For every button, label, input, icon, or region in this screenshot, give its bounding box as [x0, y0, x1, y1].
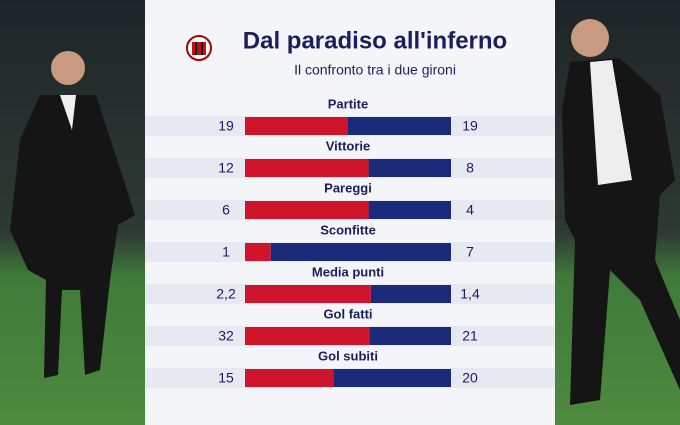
- bar-right: [270, 243, 451, 261]
- bar-left: [245, 369, 334, 387]
- chart-title: Dal paradiso all'inferno: [243, 27, 507, 54]
- bar-left: [245, 201, 369, 219]
- value-label-left: 19: [218, 118, 234, 134]
- category-label: Media punti: [312, 264, 384, 279]
- value-label-left: 15: [218, 370, 234, 386]
- bar-right: [368, 201, 451, 219]
- value-label-right: 4: [466, 202, 474, 218]
- value-label-left: 2,2: [216, 286, 236, 302]
- bar-left: [245, 117, 348, 135]
- category-label: Partite: [328, 96, 368, 111]
- category-label: Gol fatti: [323, 306, 372, 321]
- value-label-left: 1: [222, 244, 230, 260]
- category-label: Sconfitte: [320, 222, 376, 237]
- bar-right: [369, 327, 451, 345]
- category-label: Pareggi: [324, 180, 372, 195]
- coach-left: [10, 51, 135, 378]
- value-label-right: 8: [466, 160, 474, 176]
- bar-right: [370, 285, 451, 303]
- club-logo: [186, 35, 212, 61]
- value-label-left: 6: [222, 202, 230, 218]
- bar-right: [348, 117, 451, 135]
- bar-left: [245, 159, 369, 177]
- value-label-right: 19: [462, 118, 478, 134]
- chart-subtitle: Il confronto tra i due gironi: [294, 62, 456, 78]
- bar-right: [368, 159, 451, 177]
- bar-left: [245, 285, 371, 303]
- bar-right: [333, 369, 451, 387]
- value-label-right: 1,4: [460, 286, 480, 302]
- bar-left: [245, 243, 271, 261]
- category-label: Gol subiti: [318, 348, 378, 363]
- value-label-right: 21: [462, 328, 478, 344]
- value-label-right: 7: [466, 244, 474, 260]
- value-label-left: 32: [218, 328, 234, 344]
- value-label-right: 20: [462, 370, 478, 386]
- bar-left: [245, 327, 370, 345]
- category-label: Vittorie: [326, 138, 371, 153]
- value-label-left: 12: [218, 160, 234, 176]
- coach-right: [562, 19, 680, 405]
